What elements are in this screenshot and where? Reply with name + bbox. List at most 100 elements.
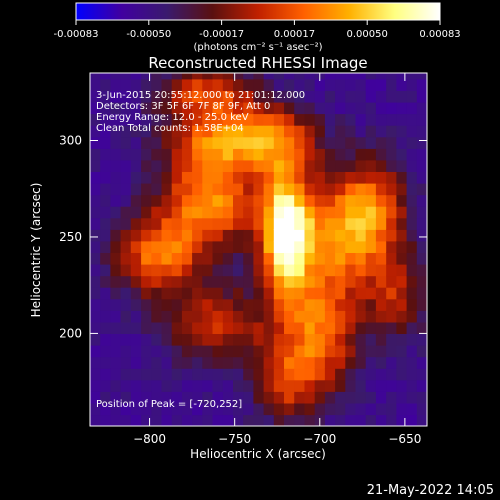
- heatmap-cell: [243, 73, 254, 80]
- heatmap-cell: [222, 391, 234, 404]
- heatmap-cell: [386, 391, 397, 404]
- heatmap-cell: [130, 194, 142, 207]
- heatmap-cell: [120, 183, 132, 196]
- heatmap-cell: [233, 298, 244, 311]
- heatmap-cell: [386, 379, 397, 392]
- heatmap-cell: [141, 240, 152, 253]
- heatmap-cell: [263, 125, 275, 138]
- heatmap-cell: [314, 345, 326, 358]
- heatmap-cell: [243, 391, 254, 404]
- heatmap-cell: [273, 159, 285, 172]
- heatmap-cell: [365, 333, 377, 346]
- heatmap-cell: [314, 287, 326, 300]
- heatmap-cell: [130, 159, 142, 172]
- heatmap-cell: [243, 90, 254, 103]
- heatmap-cell: [181, 402, 193, 416]
- heatmap-cell: [375, 217, 387, 230]
- heatmap-cell: [253, 113, 265, 126]
- heatmap-cell: [222, 183, 234, 196]
- heatmap-cell: [304, 113, 316, 126]
- heatmap-cell: [253, 73, 265, 80]
- heatmap-cell: [120, 194, 132, 207]
- heatmap-cell: [151, 194, 163, 207]
- heatmap-cell: [253, 90, 265, 103]
- heatmap-cell: [130, 78, 142, 91]
- heatmap-cell: [375, 148, 387, 161]
- heatmap-cell: [130, 264, 142, 277]
- heatmap-cell: [181, 356, 193, 369]
- heatmap-cell: [110, 171, 122, 184]
- heatmap-cell: [130, 391, 142, 404]
- heatmap-cell: [222, 113, 234, 126]
- heatmap-cell: [386, 402, 397, 416]
- heatmap-cell: [263, 310, 275, 323]
- footer-timestamp: 21-May-2022 14:05: [367, 483, 494, 498]
- heatmap-cell: [212, 287, 224, 300]
- heatmap-cell: [416, 298, 427, 311]
- heatmap-cell: [181, 345, 193, 358]
- heatmap-cell: [212, 310, 224, 323]
- heatmap-cell: [284, 78, 295, 91]
- heatmap-cell: [294, 287, 305, 300]
- heatmap-cell: [90, 194, 101, 207]
- heatmap-cell: [416, 113, 427, 126]
- heatmap-cell: [263, 136, 275, 149]
- heatmap-cell: [130, 414, 142, 426]
- heatmap-cell: [314, 183, 326, 196]
- heatmap-cell: [233, 148, 244, 161]
- heatmap-cell: [110, 125, 122, 138]
- heatmap-cell: [151, 402, 163, 416]
- heatmap-cell: [406, 379, 418, 392]
- heatmap-cell: [375, 171, 387, 184]
- heatmap-cell: [110, 148, 122, 161]
- heatmap-cell: [365, 345, 377, 358]
- heatmap-cell: [355, 113, 367, 126]
- heatmap-cell: [406, 125, 418, 138]
- heatmap-cell: [284, 206, 295, 219]
- heatmap-cell: [110, 298, 122, 311]
- heatmap-cell: [345, 368, 357, 381]
- heatmap-cell: [120, 391, 132, 404]
- heatmap-cell: [324, 333, 336, 346]
- heatmap-cell: [386, 171, 397, 184]
- heatmap-cell: [192, 333, 203, 346]
- heatmap-cell: [416, 73, 427, 80]
- chart-title: Reconstructed RHESSI Image: [148, 54, 367, 72]
- heatmap-cell: [304, 379, 316, 392]
- heatmap-cell: [253, 264, 265, 277]
- heatmap-cell: [141, 73, 152, 80]
- heatmap-cell: [233, 414, 244, 426]
- heatmap-cell: [355, 194, 367, 207]
- heatmap-cell: [192, 356, 203, 369]
- heatmap-cell: [192, 101, 203, 115]
- heatmap-cell: [355, 391, 367, 404]
- heatmap-cell: [161, 391, 173, 404]
- heatmap-cell: [90, 368, 101, 381]
- heatmap-cell: [375, 159, 387, 172]
- heatmap-cell: [212, 275, 224, 288]
- heatmap-cell: [151, 90, 163, 103]
- heatmap-cell: [243, 136, 254, 149]
- heatmap-cell: [202, 414, 214, 426]
- heatmap-cell: [314, 310, 326, 323]
- heatmap-cell: [284, 298, 295, 311]
- heatmap-cell: [273, 217, 285, 230]
- heatmap-cell: [110, 379, 122, 392]
- heatmap-cell: [314, 78, 326, 91]
- heatmap-cell: [355, 240, 367, 253]
- heatmap-cell: [253, 194, 265, 207]
- heatmap-cell: [212, 113, 224, 126]
- heatmap-cell: [335, 148, 346, 161]
- heatmap-cell: [181, 125, 193, 138]
- heatmap-cell: [100, 183, 111, 196]
- heatmap-cell: [304, 136, 316, 149]
- heatmap-cell: [406, 90, 418, 103]
- heatmap-cell: [120, 148, 132, 161]
- heatmap-cell: [120, 113, 132, 126]
- heatmap-cell: [365, 217, 377, 230]
- heatmap-cell: [273, 206, 285, 219]
- heatmap-cell: [416, 148, 427, 161]
- heatmap-cell: [263, 333, 275, 346]
- heatmap-cell: [141, 414, 152, 426]
- heatmap-cell: [243, 171, 254, 184]
